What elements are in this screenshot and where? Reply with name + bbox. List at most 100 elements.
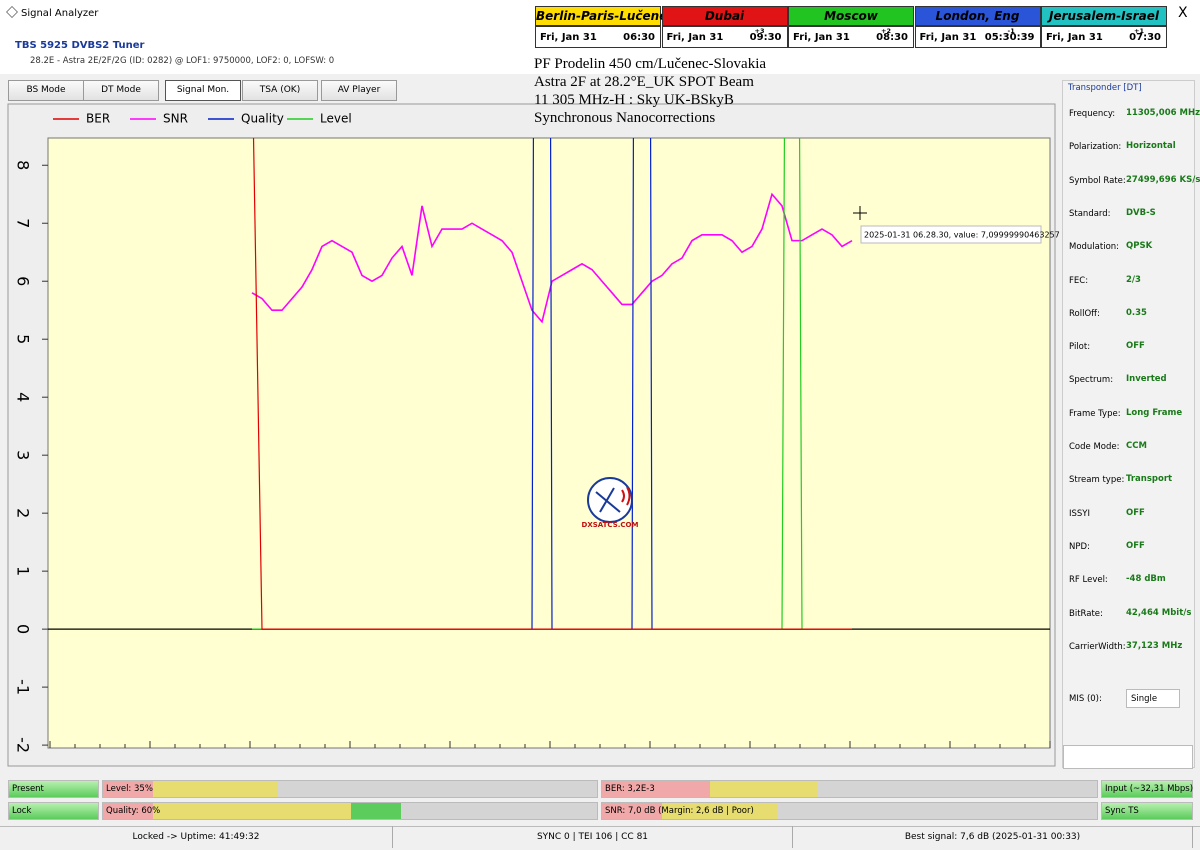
tooltip: 2025-01-31 06.28.30, value: 7,0999999046… — [864, 231, 1060, 240]
window-title: Signal Analyzer — [21, 8, 99, 19]
field-value: 27499,696 KS/s — [1126, 174, 1200, 185]
y-tick-label: 3 — [14, 450, 33, 460]
indicator: Level: 35% — [102, 780, 598, 798]
field-label: Frame Type: — [1069, 408, 1121, 419]
field-label: Pilot: — [1069, 342, 1091, 353]
status-bar — [0, 826, 1200, 850]
field-label: Stream type: — [1069, 475, 1125, 486]
tab[interactable]: Signal Mon. — [165, 80, 241, 101]
clock-time: 08:30 — [876, 32, 908, 43]
clock-body — [1041, 26, 1167, 48]
clock-offset: +2 — [881, 27, 891, 35]
clock-city: Berlin-Paris-Lučenec — [535, 6, 674, 26]
field-value: 2/3 — [1126, 274, 1141, 285]
field-value: OFF — [1126, 341, 1145, 352]
clock-date: Fri, Jan 31 — [919, 32, 977, 43]
clock-city: Jerusalem-Israel — [1041, 6, 1167, 26]
field-value: 0.35 — [1126, 307, 1147, 318]
y-tick-label: 5 — [14, 334, 33, 344]
overlay-text: PF Prodelin 450 cm/Lučenec-Slovakia — [534, 56, 767, 72]
field-value: OFF — [1126, 507, 1145, 518]
clock-time: 09:30 — [749, 32, 782, 43]
field-label: MIS (0): — [1069, 694, 1102, 704]
watermark-text: DXSATCS.COM — [582, 521, 639, 529]
clock-body — [788, 26, 914, 48]
field-label: Modulation: — [1069, 242, 1120, 253]
tab[interactable]: AV Player — [321, 80, 397, 101]
field-label: Polarization: — [1069, 142, 1122, 153]
y-tick-label: -2 — [14, 737, 33, 753]
series-line — [251, 192, 853, 324]
field-value: QPSK — [1126, 241, 1153, 252]
clock-date: Fri, Jan 31 — [666, 32, 724, 43]
clock-city: Moscow — [788, 6, 914, 26]
overlay-text: Astra 2F at 28.2°E_UK SPOT Beam — [534, 74, 754, 90]
field-value: 37,123 MHz — [1126, 640, 1183, 651]
device-info: 28.2E - Astra 2E/2F/2G (ID: 0282) @ LOF1… — [30, 56, 335, 66]
y-tick-label: 4 — [14, 392, 33, 402]
field-label: Spectrum: — [1069, 375, 1114, 386]
clock-city: London, Eng — [914, 6, 1041, 26]
field-label: ISSYI — [1069, 508, 1090, 519]
status-text: SYNC 0 | TEI 106 | CC 81 — [393, 826, 793, 848]
field-value: Transport — [1126, 474, 1173, 485]
clock-date: Fri, Jan 31 — [540, 32, 597, 43]
legend-label: SNR — [163, 112, 188, 126]
clock-time: 06:30 — [623, 32, 655, 43]
button[interactable] — [1063, 745, 1193, 769]
y-tick-label: 7 — [14, 218, 33, 228]
field-value: 11305,006 MHz — [1126, 108, 1200, 118]
field-value: 42,464 Mbit/s — [1126, 607, 1192, 618]
field-value: CCM — [1126, 441, 1147, 451]
indicator: Present — [8, 780, 99, 798]
field-label: RollOff: — [1069, 308, 1100, 319]
field-value: -48 dBm — [1126, 574, 1166, 585]
transponder-title: Transponder [DT] — [1068, 83, 1142, 93]
overlay-text: Synchronous Nanocorrections — [534, 110, 716, 126]
field-label: Frequency: — [1069, 109, 1116, 119]
clock-time: 07:30 — [1129, 32, 1161, 43]
status-text: Best signal: 7,6 dB (2025-01-31 00:33) — [793, 826, 1193, 848]
field-value: DVB-S — [1126, 207, 1156, 218]
y-tick-label: 1 — [14, 566, 33, 576]
field-value: Inverted — [1126, 374, 1167, 385]
indicator: SNR: 7,0 dB (Margin: 2,6 dB | Poor) — [601, 802, 1098, 820]
y-tick-label: 6 — [14, 276, 33, 286]
tooltip-box — [860, 225, 1042, 244]
watermark-waves — [621, 486, 631, 506]
field-label: CarrierWidth: — [1069, 641, 1126, 652]
field-value: OFF — [1126, 540, 1145, 551]
overlay-text: 11 305 MHz-H : Sky UK-BSkyB — [534, 92, 734, 108]
clock-offset: -1 — [1007, 27, 1015, 35]
field-value: Horizontal — [1126, 141, 1176, 152]
indicator: Quality: 60% — [102, 802, 598, 820]
field-label: FEC: — [1069, 275, 1089, 286]
indicator: Lock — [8, 802, 99, 820]
field-label: BitRate: — [1069, 608, 1103, 619]
field-label: RF Level: — [1069, 575, 1108, 586]
tab[interactable]: BS Mode — [8, 80, 84, 101]
clock-body — [535, 26, 661, 48]
clock-date: Fri, Jan 31 — [793, 32, 850, 43]
clock-offset: +1 — [1134, 27, 1144, 35]
field-label: Symbol Rate: — [1069, 175, 1126, 186]
y-tick-label: 0 — [14, 624, 33, 634]
field-value: Long Frame — [1126, 407, 1183, 418]
watermark-logo — [587, 477, 633, 523]
status-text: Locked -> Uptime: 41:49:32 — [0, 826, 393, 848]
legend-label: BER — [86, 112, 110, 126]
tab[interactable]: DT Mode — [83, 80, 159, 101]
close-button[interactable]: X — [1178, 5, 1188, 21]
select[interactable]: Single — [1126, 689, 1180, 708]
legend-label: Quality — [241, 112, 284, 126]
field-label: Code Mode: — [1069, 442, 1120, 452]
clock-time: 05:30:39 — [984, 32, 1035, 43]
tab[interactable]: TSA (OK) — [242, 80, 318, 101]
series-line — [252, 138, 852, 630]
clock-date: Fri, Jan 31 — [1046, 32, 1103, 43]
clock-offset: +3 — [754, 27, 765, 35]
indicator: Input (~32,31 Mbps) — [1101, 780, 1193, 798]
